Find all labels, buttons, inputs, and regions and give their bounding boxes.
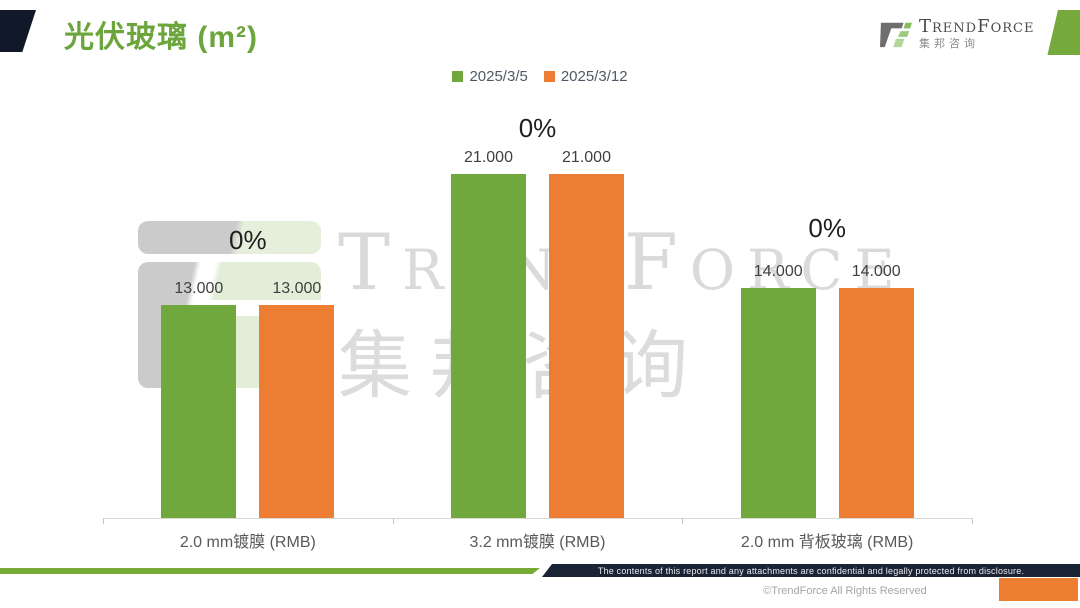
brand-subtitle: 集邦咨询 (919, 38, 979, 50)
footer-orange-accent (999, 578, 1078, 601)
brand-name: TrendForce (919, 16, 1035, 37)
x-axis-label-cat2: 3.2 mm镀膜 (RMB) (469, 534, 606, 551)
x-axis-label-cat3: 2.0 mm 背板玻璃 (RMB) (740, 534, 914, 551)
value-label-series1-cat1: 13.000 (174, 280, 224, 297)
change-label-cat3: 0% (808, 213, 846, 243)
legend-swatch-green (452, 71, 464, 82)
legend-swatch-orange (543, 71, 555, 82)
bar-series2-cat2 (549, 174, 624, 518)
change-label-cat2: 0% (518, 113, 557, 143)
bar-series1-cat3 (740, 288, 816, 518)
x-axis-tick-1 (392, 518, 394, 524)
footer-disclaimer-text: The contents of this report and any atta… (597, 565, 1025, 576)
footer-copyright: ©TrendForce All Rights Reserved (763, 585, 927, 597)
x-axis-label-cat1: 2.0 mm镀膜 (RMB) (179, 534, 316, 551)
bar-series2-cat1 (259, 305, 335, 518)
value-label-series1-cat3: 14.000 (753, 263, 803, 280)
bar-series1-cat1 (161, 305, 237, 518)
legend-label-series1: 2025/3/5 (469, 68, 528, 85)
x-axis-line (103, 518, 972, 519)
x-axis-tick-3 (972, 518, 973, 524)
bar-series1-cat2 (451, 174, 526, 518)
footer-green-bar (0, 568, 540, 574)
legend-item-series2: 2025/3/12 (543, 68, 628, 85)
brand-text: TrendForce 集邦咨询 (919, 18, 1034, 50)
legend-item-series1: 2025/3/5 (452, 68, 528, 85)
value-label-series2-cat3: 14.000 (851, 263, 901, 280)
x-axis-tick-0 (103, 518, 104, 524)
x-axis-tick-2 (682, 518, 684, 524)
legend-label-series2: 2025/3/12 (560, 68, 628, 85)
chart-legend: 2025/3/5 2025/3/12 (0, 68, 1080, 85)
value-label-series1-cat2: 21.000 (464, 149, 513, 166)
value-label-series2-cat2: 21.000 (562, 149, 611, 166)
value-label-series2-cat1: 13.000 (272, 280, 322, 297)
trendforce-logo: TrendForce 集邦咨询 (880, 18, 1034, 50)
trendforce-logo-icon (880, 22, 912, 48)
footer-disclaimer-bar: The contents of this report and any atta… (542, 564, 1080, 577)
change-label-cat1: 0% (229, 225, 267, 255)
bar-series2-cat3 (838, 288, 914, 518)
page-title: 光伏玻璃 (m²) (64, 21, 258, 54)
